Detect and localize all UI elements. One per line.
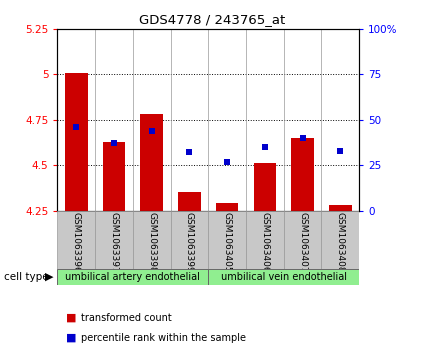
Bar bbox=[208, 211, 246, 269]
Bar bbox=[103, 142, 125, 211]
Text: GSM1063406: GSM1063406 bbox=[261, 212, 269, 273]
Bar bbox=[170, 211, 208, 269]
Text: GSM1063407: GSM1063407 bbox=[298, 212, 307, 273]
Text: GDS4778 / 243765_at: GDS4778 / 243765_at bbox=[139, 13, 286, 26]
Bar bbox=[65, 73, 88, 211]
Point bbox=[73, 124, 79, 130]
Text: GSM1063399: GSM1063399 bbox=[185, 212, 194, 273]
Point bbox=[186, 150, 193, 155]
Text: umbilical vein endothelial: umbilical vein endothelial bbox=[221, 272, 347, 282]
Bar bbox=[329, 205, 351, 211]
Point bbox=[148, 128, 155, 134]
Bar bbox=[246, 211, 284, 269]
Text: percentile rank within the sample: percentile rank within the sample bbox=[81, 333, 246, 343]
Text: GSM1063398: GSM1063398 bbox=[147, 212, 156, 273]
Point bbox=[299, 135, 306, 141]
Text: cell type: cell type bbox=[4, 272, 49, 282]
Point bbox=[224, 159, 230, 164]
Bar bbox=[321, 211, 359, 269]
Bar bbox=[253, 163, 276, 211]
Bar bbox=[57, 211, 95, 269]
Text: ■: ■ bbox=[66, 313, 76, 323]
Text: GSM1063397: GSM1063397 bbox=[110, 212, 119, 273]
Text: GSM1063408: GSM1063408 bbox=[336, 212, 345, 273]
Text: ■: ■ bbox=[66, 333, 76, 343]
Point bbox=[337, 148, 344, 154]
Text: GSM1063396: GSM1063396 bbox=[72, 212, 81, 273]
Bar bbox=[140, 114, 163, 211]
Point bbox=[261, 144, 268, 150]
Bar bbox=[291, 138, 314, 211]
Point bbox=[110, 140, 117, 146]
Text: GSM1063405: GSM1063405 bbox=[223, 212, 232, 273]
Text: umbilical artery endothelial: umbilical artery endothelial bbox=[65, 272, 200, 282]
Text: transformed count: transformed count bbox=[81, 313, 172, 323]
Bar bbox=[208, 269, 359, 285]
Bar bbox=[95, 211, 133, 269]
Bar bbox=[133, 211, 170, 269]
Bar bbox=[284, 211, 321, 269]
Bar bbox=[178, 192, 201, 211]
Text: ▶: ▶ bbox=[45, 272, 53, 282]
Bar bbox=[216, 203, 238, 211]
Bar bbox=[57, 269, 208, 285]
